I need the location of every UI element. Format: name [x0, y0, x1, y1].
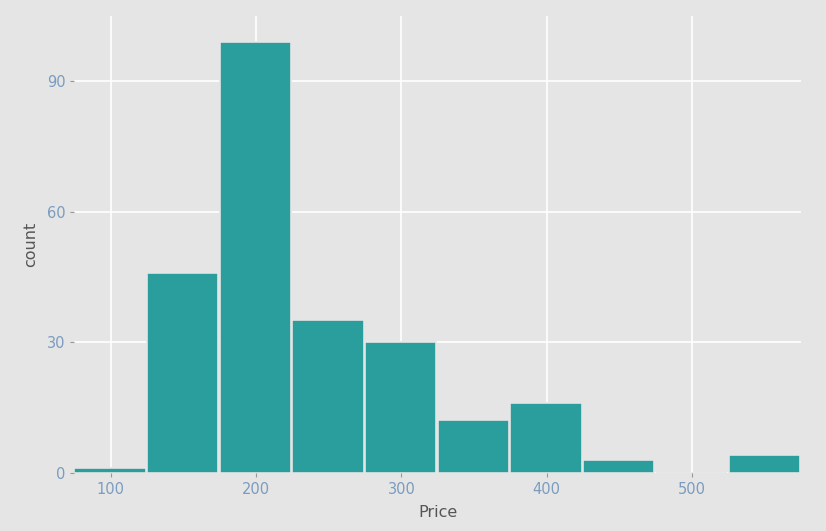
Y-axis label: count: count	[23, 221, 38, 267]
X-axis label: Price: Price	[418, 505, 458, 520]
Bar	[74, 468, 145, 473]
Bar	[147, 272, 218, 473]
Bar	[292, 320, 363, 473]
Bar	[220, 42, 291, 473]
Bar	[365, 342, 436, 473]
Bar	[438, 421, 509, 473]
Bar	[510, 403, 582, 473]
Bar	[583, 459, 654, 473]
Bar	[729, 455, 800, 473]
